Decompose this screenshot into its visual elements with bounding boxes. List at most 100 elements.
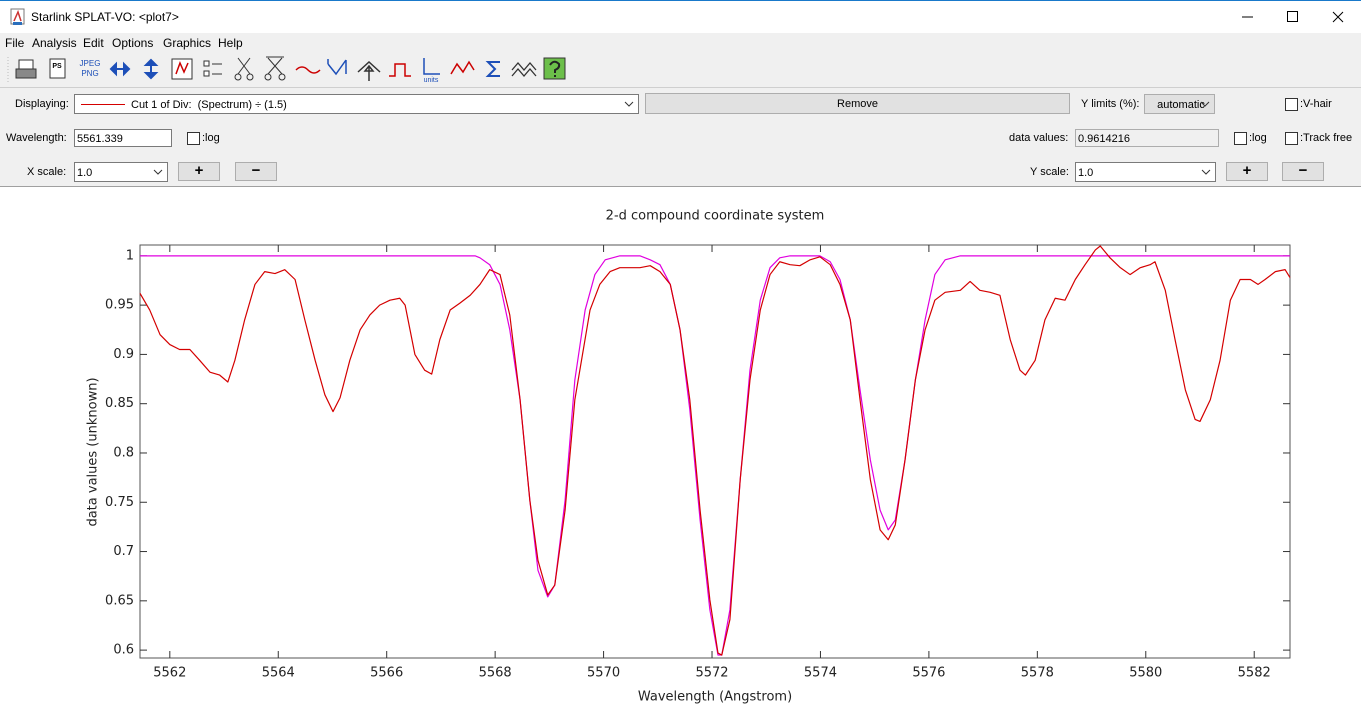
y-tick-label: 0.75 — [105, 495, 134, 510]
ps-icon[interactable]: PS — [50, 59, 65, 78]
data-values-label: data values: — [1009, 132, 1068, 144]
menu-item[interactable]: Graphics — [163, 37, 211, 49]
spectrum-line — [140, 256, 1290, 655]
yscale-plus-button[interactable]: + — [1226, 162, 1268, 181]
x-tick-label: 5578 — [1021, 666, 1054, 681]
plot-frame — [140, 245, 1290, 658]
xscale-label: X scale: — [27, 166, 66, 178]
x-tick-label: 5576 — [912, 666, 945, 681]
y-tick-label: 0.8 — [113, 445, 134, 460]
ylog-checkbox[interactable] — [1234, 132, 1247, 145]
icon-label: PS — [52, 63, 62, 70]
separator — [0, 87, 1361, 88]
xlog-checkbox[interactable] — [187, 132, 200, 145]
spectrum-combo[interactable]: Cut 1 of Div: (Spectrum) ÷ (1.5) — [74, 94, 639, 114]
smooth-icon[interactable] — [296, 67, 320, 73]
field-text: 5561.339 — [77, 133, 123, 145]
combo-text: Cut 1 of Div: (Spectrum) ÷ (1.5) — [131, 99, 287, 111]
flip-icon[interactable] — [451, 62, 474, 74]
yscale-combo[interactable]: 1.0 — [1075, 162, 1216, 182]
x-tick-label: 5562 — [153, 666, 186, 681]
ylimits-label: Y limits (%): — [1081, 98, 1139, 110]
cut-icon[interactable] — [235, 58, 253, 80]
app-icon — [9, 8, 27, 26]
close-button[interactable] — [1333, 12, 1343, 22]
line-fit-icon[interactable] — [358, 62, 380, 81]
y-tick-label: 0.9 — [113, 347, 134, 362]
plot: 2-d compound coordinate system Wavelengt… — [0, 188, 1361, 713]
button-label: Remove — [646, 98, 1069, 110]
stack-icon[interactable] — [512, 63, 536, 76]
icon-label: JPEG — [80, 59, 101, 68]
yscale-label: Y scale: — [1030, 166, 1069, 178]
list-icon[interactable] — [204, 61, 222, 76]
xscale-minus-button[interactable]: − — [235, 162, 277, 181]
y-tick-label: 1 — [126, 248, 134, 263]
xscale-plus-button[interactable]: + — [178, 162, 220, 181]
zoom-box-icon[interactable] — [172, 59, 192, 79]
x-tick-label: 5572 — [695, 666, 728, 681]
icon-label: units — [424, 77, 439, 84]
window-controls — [1230, 4, 1360, 30]
vhair-checkbox[interactable] — [1285, 98, 1298, 111]
units-icon[interactable]: units — [424, 58, 440, 84]
menu-item[interactable]: Options — [112, 37, 153, 49]
remove-button[interactable]: Remove — [645, 93, 1070, 114]
fit-height-icon[interactable] — [146, 60, 156, 78]
maximize-button[interactable] — [1288, 12, 1298, 22]
displaying-label: Displaying: — [15, 98, 69, 110]
x-tick-label: 5568 — [479, 666, 512, 681]
checkbox-label: :log — [202, 132, 220, 144]
y-tick-label: 0.65 — [105, 593, 134, 608]
checkbox-label: :Track free — [1300, 132, 1352, 144]
combo-text: 1.0 — [1078, 167, 1093, 179]
print-icon[interactable] — [16, 60, 36, 78]
y-tick-label: 0.7 — [113, 544, 134, 559]
dropdown-arrow — [1200, 100, 1210, 108]
y-tick-label: 0.6 — [113, 643, 134, 658]
button-label: + — [179, 165, 219, 177]
button-label: − — [1283, 165, 1323, 177]
xscale-combo[interactable]: 1.0 — [74, 162, 168, 182]
dropdown-arrow — [624, 100, 634, 108]
menu-item[interactable]: Help — [218, 37, 243, 49]
x-axis-label: Wavelength (Angstrom) — [638, 690, 792, 705]
window-title: Starlink SPLAT-VO: <plot7> — [31, 11, 179, 23]
dropdown-arrow — [153, 168, 163, 176]
yscale-minus-button[interactable]: − — [1282, 162, 1324, 181]
x-tick-label: 5580 — [1129, 666, 1162, 681]
x-tick-label: 5566 — [370, 666, 403, 681]
track-free-checkbox[interactable] — [1285, 132, 1298, 145]
checkbox-label: :log — [1249, 132, 1267, 144]
y-tick-label: 0.85 — [105, 396, 134, 411]
button-label: + — [1227, 165, 1267, 177]
wavelength-label: Wavelength: — [6, 132, 67, 144]
title-bar — [0, 0, 1361, 33]
step-icon[interactable] — [389, 64, 411, 76]
x-tick-label: 5574 — [804, 666, 837, 681]
cut-all-icon[interactable] — [265, 57, 285, 80]
icon-label: PNG — [81, 69, 98, 78]
menu-item[interactable]: Edit — [83, 37, 104, 49]
chart-title: 2-d compound coordinate system — [606, 209, 825, 224]
jpeg-icon[interactable]: JPEGPNG — [80, 59, 101, 78]
checkbox-label: :V-hair — [1300, 98, 1332, 110]
x-tick-label: 5582 — [1238, 666, 1271, 681]
peak-icon[interactable] — [328, 59, 346, 74]
toolbar: PS JPEGPNG units — [0, 54, 580, 86]
y-tick-label: 0.95 — [105, 298, 134, 313]
data-values-field: 0.9614216 — [1075, 129, 1219, 147]
sum-icon[interactable] — [488, 62, 500, 76]
ylimits-combo[interactable]: automatic — [1144, 94, 1215, 114]
field-text: 0.9614216 — [1078, 133, 1130, 145]
menu-item[interactable]: File — [5, 37, 24, 49]
combo-text: 1.0 — [77, 167, 92, 179]
menu-item[interactable]: Analysis — [32, 37, 77, 49]
wavelength-field[interactable]: 5561.339 — [74, 129, 172, 147]
help-icon[interactable] — [544, 58, 565, 79]
fit-width-icon[interactable] — [111, 64, 129, 74]
button-label: − — [236, 165, 276, 177]
x-tick-label: 5564 — [262, 666, 295, 681]
line-swatch — [81, 104, 125, 105]
